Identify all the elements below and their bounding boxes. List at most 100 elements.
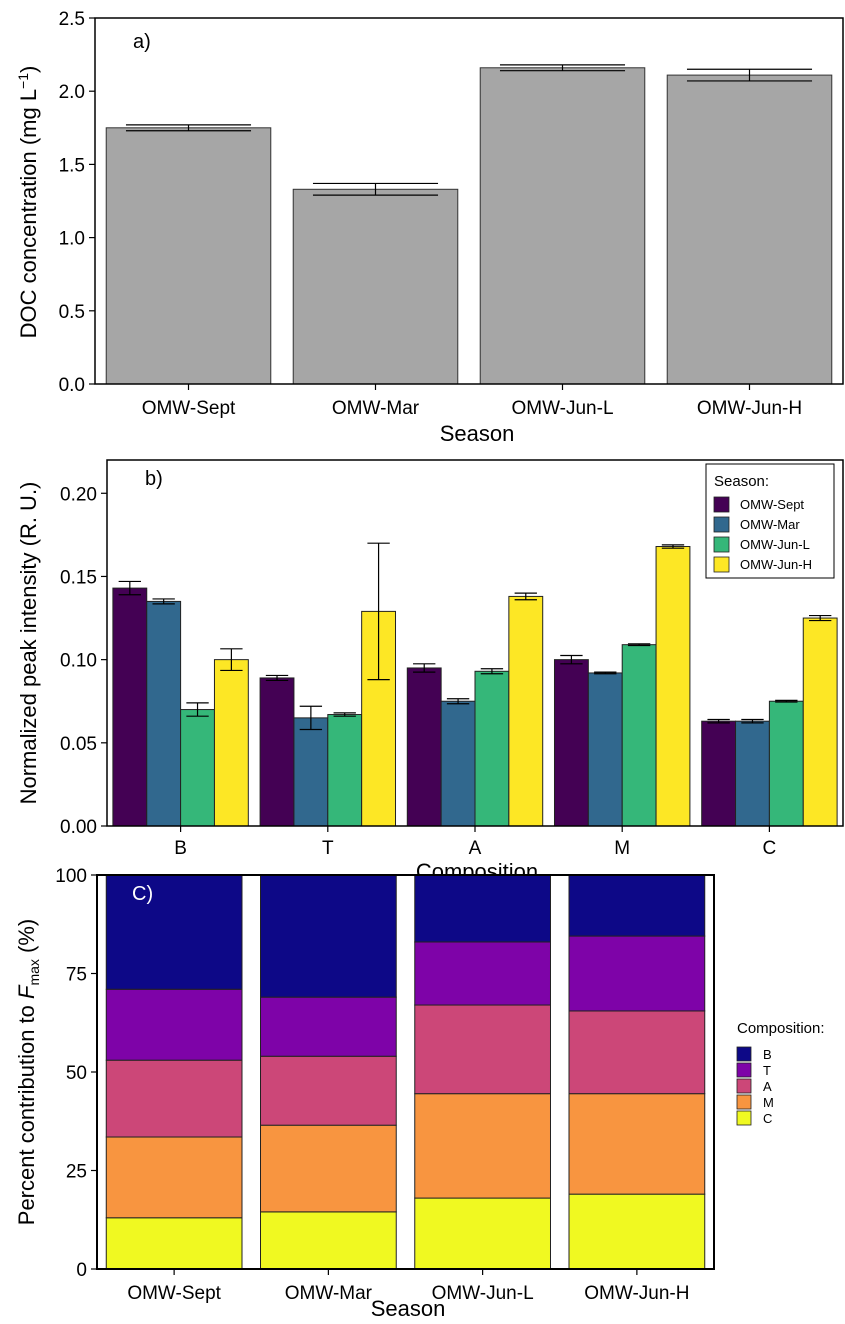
panel-c-segment-omw-sept-t — [105, 988, 243, 1061]
panel-a-bar-omw-mar — [292, 188, 459, 385]
panel-b-x-tick-label-b: B — [174, 838, 187, 859]
panel-b-legend-label-omw-jun-l: OMW-Jun-L — [740, 537, 810, 552]
panel-b-x-tick-label-c: C — [763, 838, 777, 859]
panel-c-legend-swatch-c — [736, 1110, 752, 1126]
panel-c-segment-omw-jun-h-c — [568, 1193, 706, 1270]
panel-b-bar-c-omw-jun-h — [802, 617, 838, 827]
panel-b-bar-m-omw-jun-l — [621, 644, 657, 827]
panel-b-legend-title: Season: — [714, 473, 769, 490]
panel-a-y-tick-label-2-5: 2.5 — [59, 9, 85, 30]
panel-b-bar-a-omw-mar — [440, 700, 476, 827]
panel-c-segment-omw-mar-m — [260, 1124, 397, 1213]
panel-c-segment-omw-sept-m — [105, 1136, 243, 1219]
panel-c-segment-omw-mar-t — [260, 996, 397, 1057]
panel-a-y-tick-label-1-5: 1.5 — [59, 155, 85, 176]
panel-c-y-axis-label-prefix: Percent contribution to — [14, 999, 39, 1225]
panel-b-y-tick-label-0-15: 0.15 — [60, 567, 97, 588]
panel-b-bar-b-omw-sept — [112, 587, 148, 827]
panel-b-label: b) — [145, 468, 163, 490]
panel-c-y-tick-label-75: 75 — [66, 965, 87, 986]
panel-c-y-axis-label: Percent contribution to Fmax (%) — [14, 919, 42, 1225]
panel-b-legend-label-omw-jun-h: OMW-Jun-H — [740, 557, 812, 572]
panel-c-legend-label-a: A — [763, 1079, 772, 1094]
panel-b-bar-b-omw-mar — [146, 600, 182, 827]
panel-b-bar-a-omw-jun-l — [474, 670, 510, 827]
panel-c-legend-swatch-b — [736, 1046, 752, 1062]
panel-c-legend-swatch-a — [736, 1078, 752, 1094]
panel-b-x-tick-label-t: T — [322, 838, 334, 859]
panel-b-legend-label-omw-sept: OMW-Sept — [740, 497, 804, 512]
panel-c-segment-omw-jun-h-t — [568, 935, 706, 1012]
panel-b-x-tick-label-m: M — [614, 838, 630, 859]
panel-b-bar-a-omw-sept — [406, 667, 442, 827]
panel-b-bar-t-omw-sept — [259, 677, 295, 827]
panel-c-segment-omw-sept-b — [105, 874, 243, 990]
panel-b-bar-t-omw-jun-l — [327, 714, 363, 827]
panel-c-legend-swatch-m — [736, 1094, 752, 1110]
panel-a-bar-omw-sept — [105, 127, 272, 385]
panel-b-bar-m-omw-mar — [587, 672, 623, 827]
panel-c-segment-omw-mar-c — [260, 1211, 397, 1270]
panel-c-y-tick-label-50: 50 — [66, 1063, 87, 1084]
panel-a-x-tick-label-omw-mar: OMW-Mar — [332, 398, 420, 419]
panel-c-segment-omw-sept-a — [105, 1059, 243, 1138]
panel-b-legend-swatch-omw-sept — [713, 496, 730, 513]
panel-b-legend-swatch-omw-jun-h — [713, 556, 730, 573]
panel-c-segment-omw-mar-a — [260, 1055, 397, 1126]
panel-c-segment-omw-mar-b — [260, 874, 397, 998]
panel-c-segment-omw-jun-l-c — [414, 1197, 551, 1270]
panel-c-segment-omw-jun-h-a — [568, 1010, 706, 1095]
panel-c-segment-omw-jun-h-b — [568, 874, 706, 937]
panel-a-label: a) — [133, 31, 151, 53]
panel-b-x-tick-label-a: A — [469, 838, 482, 859]
panel-a-bar-omw-jun-h — [666, 74, 833, 385]
panel-b-legend: Season: OMW-Sept OMW-Mar OMW-Jun-L OMW-Jun-… — [705, 463, 835, 579]
panel-c-legend-label-c: C — [763, 1111, 772, 1126]
panel-c-legend-label-m: M — [763, 1095, 774, 1110]
panel-c-y-tick-label-100: 100 — [55, 866, 87, 887]
panel-c-segment-omw-sept-c — [105, 1217, 243, 1270]
panel-b-y-tick-label-0-00: 0.00 — [60, 817, 97, 838]
panel-b-bar-t-omw-mar — [293, 717, 329, 827]
panel-b-bar-c-omw-jun-l — [768, 700, 804, 827]
panel-c-x-tick-label-omw-sept: OMW-Sept — [127, 1283, 221, 1304]
panel-c-segment-omw-jun-l-m — [414, 1093, 551, 1199]
panel-b-legend-label-omw-mar: OMW-Mar — [740, 517, 800, 532]
panel-a-x-tick-label-omw-jun-h: OMW-Jun-H — [697, 398, 802, 419]
panel-b-y-tick-label-0-05: 0.05 — [60, 734, 97, 755]
panel-b-bar-m-omw-jun-h — [655, 546, 691, 827]
panel-a-x-axis-label: Season — [440, 421, 515, 446]
panel-c-y-tick-label-0: 0 — [76, 1260, 87, 1281]
panel-a-x-tick-label-omw-sept: OMW-Sept — [142, 398, 236, 419]
panel-a-y-tick-label-2-0: 2.0 — [59, 82, 85, 103]
panel-c-y-axis-label-suffix: (%) — [14, 919, 39, 959]
panel-b-bar-a-omw-jun-h — [508, 595, 544, 827]
panel-b-frame — [106, 459, 844, 827]
panel-a-y-axis-label-superscript: −1 — [15, 73, 31, 89]
panel-b-bar-c-omw-mar — [735, 720, 770, 827]
panel-c-segment-omw-jun-l-a — [414, 1004, 551, 1095]
panel-a-bar-omw-jun-l — [479, 67, 646, 385]
panel-b-bar-b-omw-jun-h — [213, 659, 249, 827]
panel-c-legend-title: Composition: — [737, 1020, 825, 1037]
panel-a-frame — [94, 17, 844, 385]
panel-b-legend-swatch-omw-jun-l — [713, 536, 730, 553]
panel-c-y-tick-label-25: 25 — [66, 1162, 87, 1183]
panel-a-y-tick-label-0-0: 0.0 — [59, 375, 85, 396]
panel-a: 0.0 0.5 1.0 1.5 2.0 2.5 OMW-Sept OMW-Mar OMW-Ju… — [15, 9, 844, 446]
panel-c-x-tick-label-omw-mar: OMW-Mar — [285, 1283, 373, 1304]
panel-c-label: C) — [132, 883, 153, 905]
panel-a-x-tick-label-omw-jun-l: OMW-Jun-L — [511, 398, 613, 419]
panel-b-bar-c-omw-sept — [701, 720, 737, 827]
panel-c-legend-swatch-t — [736, 1062, 752, 1078]
panel-c-frame — [96, 874, 715, 1270]
panel-c-x-tick-label-omw-jun-h: OMW-Jun-H — [584, 1283, 689, 1304]
panel-b-bar-b-omw-jun-l — [180, 709, 215, 827]
panel-a-y-tick-label-1-0: 1.0 — [59, 229, 85, 250]
panel-c: 0 25 50 75 100 OMW-Sept OMW-Mar OMW-Jun-L OMW-J… — [14, 866, 825, 1321]
panel-a-y-axis-label-main: DOC concentration (mg L — [16, 89, 41, 338]
panel-b-legend-swatch-omw-mar — [713, 516, 730, 533]
